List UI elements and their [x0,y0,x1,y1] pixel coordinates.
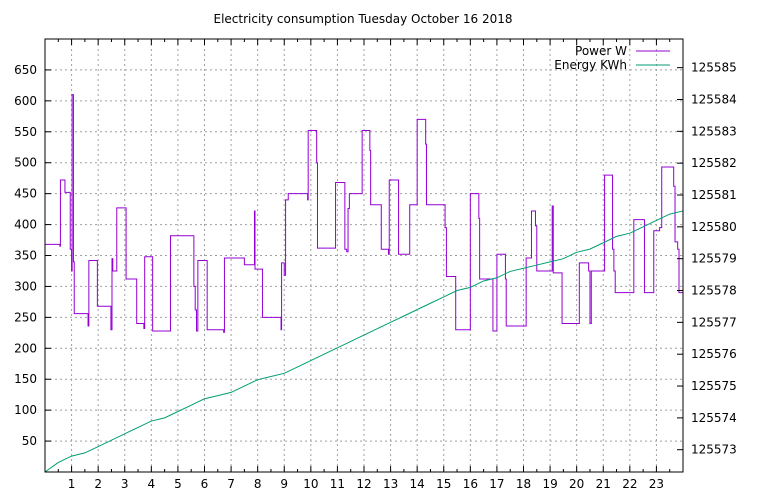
y-tick-label: 350 [14,249,37,263]
x-tick-label: 17 [489,477,504,491]
y-tick-label: 450 [14,187,37,201]
y2-tick-label: 125584 [691,92,737,106]
x-tick-label: 9 [280,477,288,491]
chart-title: Electricity consumption Tuesday October … [213,12,512,26]
x-tick-label: 6 [201,477,209,491]
y-tick-label: 250 [14,310,37,324]
grid-lines [45,39,683,472]
x-tick-label: 12 [356,477,371,491]
x-tick-label: 19 [542,477,557,491]
x-tick-label: 14 [410,477,425,491]
y2-tick-label: 125576 [691,347,737,361]
x-tick-label: 16 [463,477,478,491]
y-tick-label: 550 [14,125,37,139]
x-tick-label: 10 [303,477,318,491]
x-tick-label: 21 [596,477,611,491]
y2-tick-label: 125574 [691,411,737,425]
x-tick-label: 22 [622,477,637,491]
y2-tick-label: 125580 [691,220,737,234]
y2-tick-label: 125578 [691,284,737,298]
x-tick-label: 23 [649,477,664,491]
power-series-line [45,94,683,333]
x-tick-label: 8 [254,477,262,491]
y-tick-label: 400 [14,218,37,232]
series-layer [44,94,684,473]
y2-tick-label: 125582 [691,156,737,170]
y-tick-label: 150 [14,372,37,386]
y-tick-label: 300 [14,279,37,293]
y2-tick-label: 125573 [691,443,737,457]
y2-tick-label: 125579 [691,252,737,266]
y-tick-label: 500 [14,156,37,170]
x-tick-label: 7 [227,477,235,491]
x-tick-label: 5 [174,477,182,491]
legend-label-energy: Energy KWh [554,58,627,72]
axis-ticks: 1 2 3 4 5 6 7 8 9 10 11 12 13 14 15 16 17 18 19 20 21 22 23501… [14,39,737,491]
x-tick-label: 11 [330,477,345,491]
x-tick-label: 1 [68,477,76,491]
legend-label-power: Power W [575,44,627,58]
y2-tick-label: 125575 [691,379,737,393]
y-tick-label: 650 [14,63,37,77]
legend: Power W Energy KWh [554,44,670,72]
y2-tick-label: 125585 [691,61,737,75]
x-tick-label: 13 [383,477,398,491]
x-tick-label: 3 [121,477,129,491]
y2-tick-label: 125583 [691,124,737,138]
y-tick-label: 200 [14,341,37,355]
y-tick-label: 600 [14,94,37,108]
x-tick-label: 2 [94,477,102,491]
x-tick-label: 18 [516,477,531,491]
energy-series-line [44,210,684,473]
y2-tick-label: 125577 [691,315,737,329]
y-tick-label: 100 [14,403,37,417]
x-tick-label: 20 [569,477,584,491]
x-tick-label: 4 [148,477,156,491]
y2-tick-label: 125581 [691,188,737,202]
x-tick-label: 15 [436,477,451,491]
y-tick-label: 50 [22,434,37,448]
